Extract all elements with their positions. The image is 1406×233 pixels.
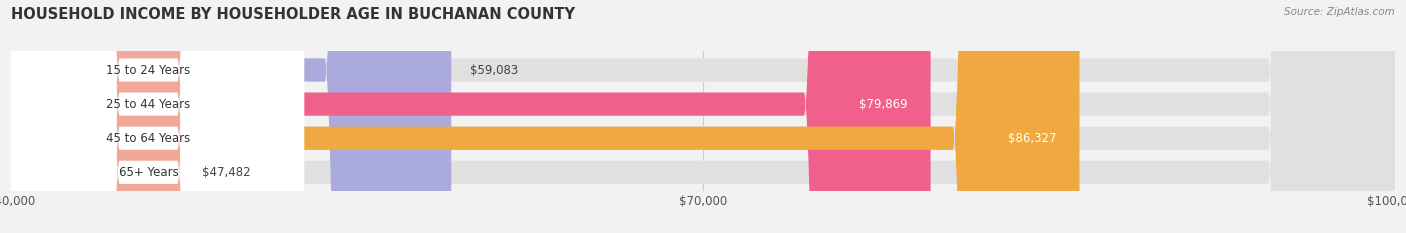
FancyBboxPatch shape (11, 0, 1080, 233)
FancyBboxPatch shape (0, 0, 304, 233)
Text: $79,869: $79,869 (859, 98, 907, 111)
FancyBboxPatch shape (11, 0, 931, 233)
FancyBboxPatch shape (11, 0, 1395, 233)
FancyBboxPatch shape (0, 0, 304, 233)
FancyBboxPatch shape (0, 0, 304, 233)
FancyBboxPatch shape (11, 0, 184, 233)
Text: 45 to 64 Years: 45 to 64 Years (107, 132, 191, 145)
Text: 65+ Years: 65+ Years (118, 166, 179, 179)
FancyBboxPatch shape (0, 0, 304, 233)
Text: Source: ZipAtlas.com: Source: ZipAtlas.com (1284, 7, 1395, 17)
FancyBboxPatch shape (11, 0, 1395, 233)
Text: 25 to 44 Years: 25 to 44 Years (107, 98, 191, 111)
Text: 15 to 24 Years: 15 to 24 Years (107, 64, 191, 76)
FancyBboxPatch shape (11, 0, 1395, 233)
Text: $47,482: $47,482 (202, 166, 250, 179)
FancyBboxPatch shape (11, 0, 1395, 233)
Text: $86,327: $86,327 (1008, 132, 1056, 145)
FancyBboxPatch shape (11, 0, 451, 233)
Text: $59,083: $59,083 (470, 64, 517, 76)
Text: HOUSEHOLD INCOME BY HOUSEHOLDER AGE IN BUCHANAN COUNTY: HOUSEHOLD INCOME BY HOUSEHOLDER AGE IN B… (11, 7, 575, 22)
